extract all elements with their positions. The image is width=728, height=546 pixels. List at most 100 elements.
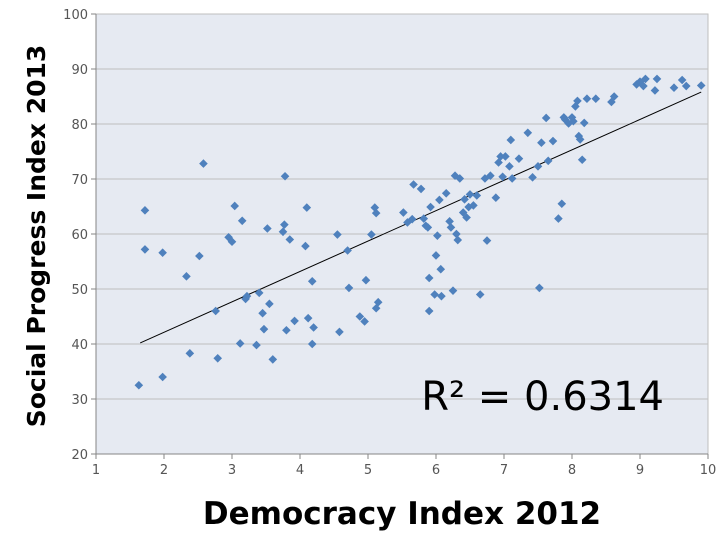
data-point [448,286,458,295]
data-point [371,208,381,218]
data-points [134,74,706,390]
data-point [537,138,546,147]
data-point [278,227,288,237]
axes [91,13,709,459]
data-point [506,135,516,145]
y-axis-title: Social Progress Index 2013 [22,45,51,428]
data-point [557,199,567,209]
data-point [541,113,551,123]
data-point [399,208,408,217]
data-point [609,92,619,101]
data-point [158,248,167,257]
data-point [446,223,456,232]
data-point [361,275,371,285]
data-point [501,152,510,161]
data-point [263,224,272,233]
data-point [575,135,585,144]
data-point [469,201,478,210]
data-point [307,277,317,286]
data-point [498,172,507,182]
data-point [423,223,433,232]
data-point [507,174,517,183]
data-point [280,220,289,229]
data-point [579,118,589,128]
data-point [464,202,473,212]
data-point [302,203,312,212]
x-tick-label: 10 [700,463,717,478]
data-point [445,217,454,226]
r-squared-annotation: R² = 0.6314 [421,374,664,420]
data-point [528,173,537,182]
data-point [486,171,495,180]
tick-labels: 1 2 3 4 5 6 7 8 9 10 20 30 40 50 60 70 80 90 100 [63,8,716,478]
data-point [523,128,533,138]
grid-lines [96,13,708,400]
data-point [237,216,247,226]
data-point [582,94,592,103]
data-point [199,159,208,168]
y-tick-label: 90 [71,63,88,78]
data-point [436,264,446,274]
data-point [543,156,553,166]
data-point [441,189,451,198]
data-point [282,325,291,335]
data-point [696,81,706,90]
data-point [333,230,342,239]
data-point [407,214,417,224]
data-point [254,288,264,298]
x-tick-label: 5 [364,463,372,478]
x-axis-title: Democracy Index 2012 [203,496,601,532]
data-point [533,162,543,171]
data-point [140,206,150,215]
y-tick-label: 40 [71,338,88,353]
data-point [472,191,482,200]
data-point [309,323,318,332]
data-point [307,339,317,349]
data-point [535,283,544,293]
data-point [259,324,269,334]
data-point [409,180,418,189]
data-point [426,202,435,212]
data-point [403,218,412,227]
data-point [639,81,648,91]
data-point [419,214,429,223]
data-point [227,237,237,246]
data-point [213,354,223,363]
data-point [424,273,434,283]
y-tick-label: 50 [71,283,88,298]
x-tick-label: 7 [500,463,508,478]
data-point [437,291,446,301]
data-point [211,306,220,316]
data-point [290,316,299,326]
data-point [650,86,660,95]
data-point [431,251,441,260]
data-point [433,231,442,240]
data-point [548,136,558,146]
x-tick-label: 3 [228,463,236,478]
data-point [496,152,505,161]
data-point [450,171,460,180]
data-point [480,174,490,183]
data-point [569,116,578,126]
y-tick-label: 60 [71,228,88,243]
x-tick-label: 8 [568,463,576,478]
data-point [355,312,365,321]
y-tick-label: 70 [71,173,88,188]
data-point [230,201,240,211]
data-point [462,213,471,222]
data-point [242,291,252,301]
data-point [195,251,204,261]
data-point [343,246,352,255]
y-tick-label: 100 [63,8,88,23]
data-point [677,75,687,85]
data-point [285,235,295,244]
data-point [367,230,376,239]
x-tick-label: 2 [160,463,168,478]
data-point [505,162,514,171]
data-point [465,190,475,199]
data-point [268,355,278,364]
data-point [482,236,492,245]
data-point [158,372,167,382]
x-tick-label: 4 [296,463,304,478]
